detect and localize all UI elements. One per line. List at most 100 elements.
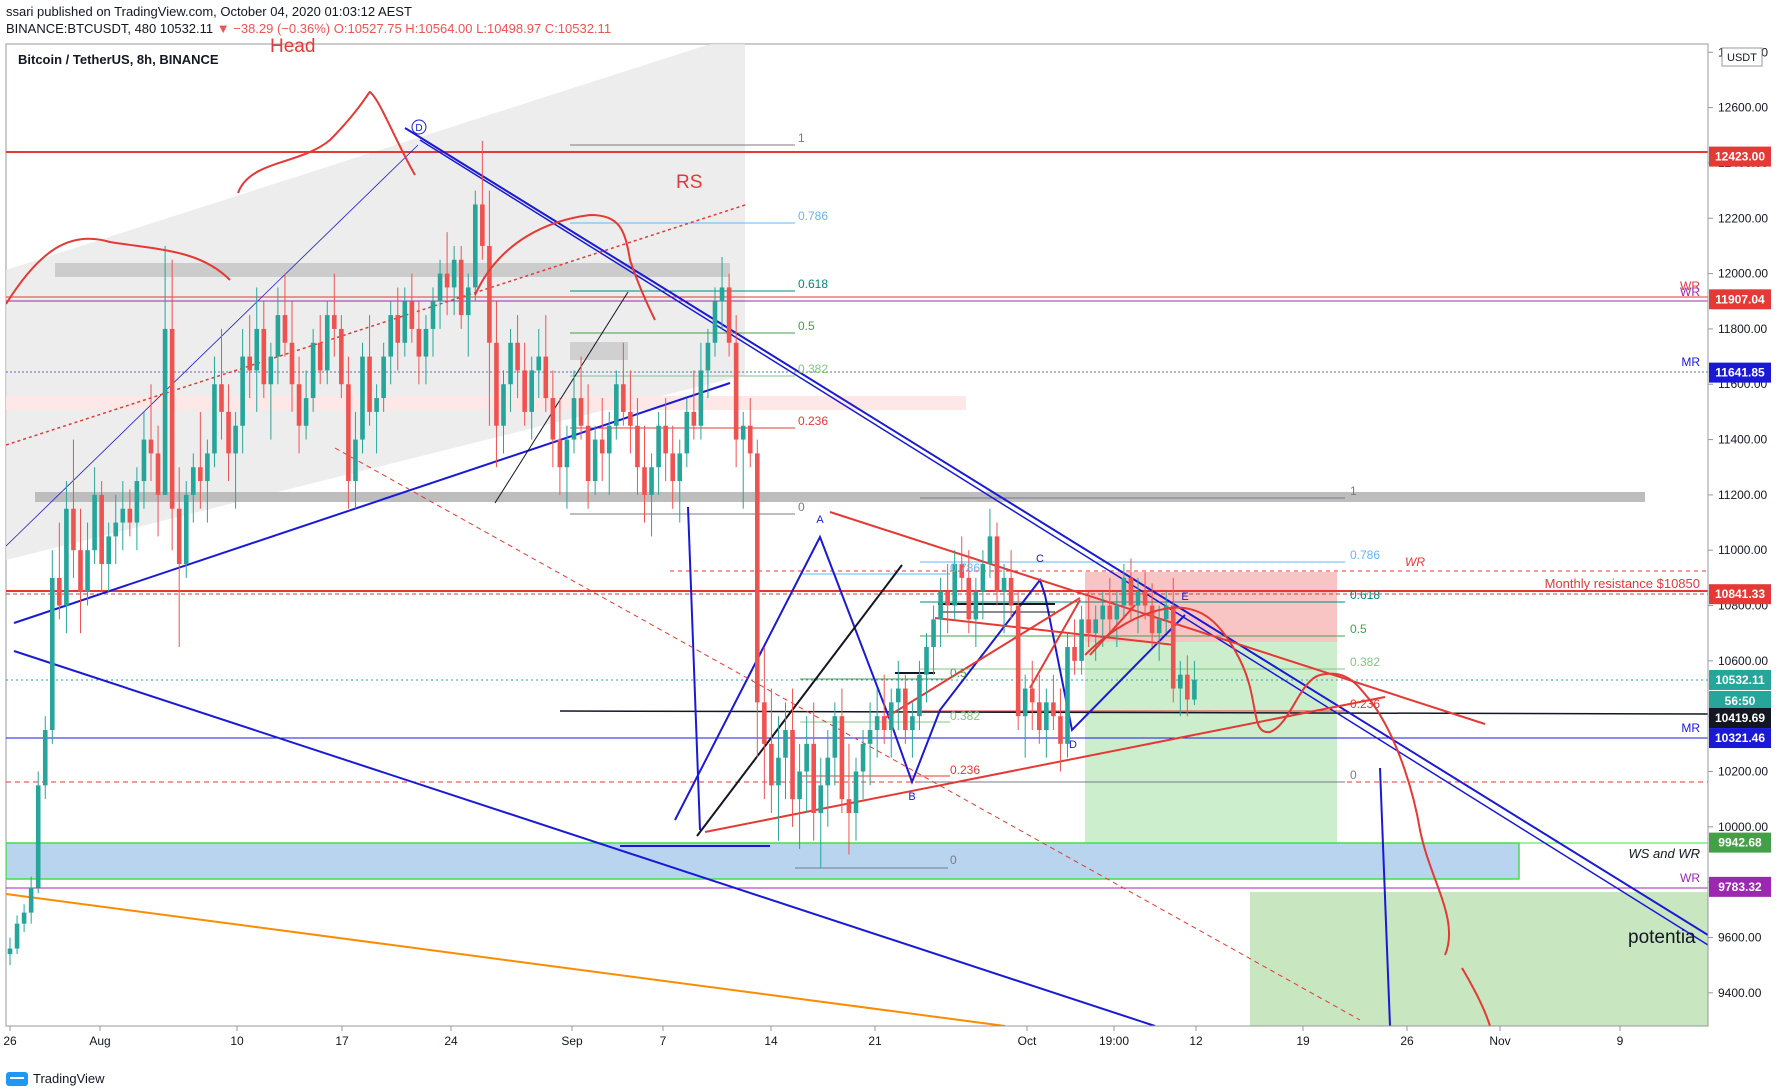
channel-lower[interactable] <box>13 650 1156 1026</box>
candle-body <box>303 398 309 426</box>
price-tag[interactable] <box>1709 289 1771 310</box>
price-axis[interactable]: 9400.009600.009800.0010000.0010200.00104… <box>1707 44 1771 1026</box>
candle-body <box>388 315 393 357</box>
candle-body <box>910 716 915 731</box>
candle-body <box>494 342 499 426</box>
triangle-resistance[interactable] <box>829 511 1486 725</box>
price-tag-label: 9942.68 <box>1718 836 1762 850</box>
candle-body <box>198 467 203 482</box>
fib-label: 0.618 <box>1350 588 1380 602</box>
level-line[interactable] <box>559 710 1708 715</box>
candle-body <box>14 923 20 949</box>
y-tick-label: 11200.00 <box>1718 488 1767 502</box>
candle-body <box>233 425 238 454</box>
level-tag: WR <box>1680 285 1700 299</box>
grey-zone <box>570 342 628 360</box>
y-tick-label: 12000.00 <box>1718 267 1768 281</box>
time-axis[interactable]: 26 Aug 10 17 24 Sep 7 14 21 Oct 19:00 12 19 26 Nov 9 <box>3 1025 1708 1048</box>
currency-badge[interactable] <box>1721 47 1763 67</box>
head-curve[interactable] <box>237 90 416 194</box>
price-tag[interactable] <box>1709 832 1771 853</box>
candle-body <box>162 328 168 495</box>
rising-channel-zone <box>6 44 745 560</box>
wedge-line[interactable] <box>934 617 1176 646</box>
candle-body <box>874 716 880 731</box>
candle-body <box>339 328 344 385</box>
projection-curve[interactable] <box>1089 604 1136 656</box>
thin-trendline[interactable] <box>6 144 419 547</box>
candle-body <box>35 785 41 888</box>
candle-body <box>903 688 908 731</box>
candle-body <box>42 730 48 786</box>
price-tag-label: 10419.69 <box>1715 711 1765 725</box>
candle-body <box>1135 591 1141 606</box>
black-trendline[interactable] <box>696 564 903 837</box>
price-tag[interactable] <box>1709 708 1771 728</box>
red-dashed-trend[interactable] <box>334 447 1361 1021</box>
x-tick-label: Sep <box>561 1034 583 1048</box>
price-tag[interactable] <box>1709 146 1771 167</box>
candle-body <box>980 564 986 592</box>
price-tag[interactable] <box>1709 670 1771 690</box>
candle-body <box>1037 702 1042 731</box>
price-tag[interactable] <box>1709 584 1771 605</box>
y-tick-label: 12600.00 <box>1718 101 1768 115</box>
y-tick-label: 11400.00 <box>1718 433 1767 447</box>
price-tag[interactable] <box>1709 362 1771 383</box>
candle-body <box>719 287 725 302</box>
candle-body <box>663 425 668 454</box>
candle-body <box>515 342 520 371</box>
candles-group <box>7 140 1197 966</box>
black-trendline[interactable] <box>494 291 629 504</box>
candle-body <box>310 342 316 399</box>
fib-label: 1 <box>798 131 805 145</box>
candle-body <box>543 356 549 399</box>
fib-label: 0.786 <box>798 209 828 223</box>
x-tick-label: 26 <box>3 1034 17 1048</box>
x-tick-label: 17 <box>335 1034 349 1048</box>
rs-curve[interactable] <box>474 213 656 321</box>
price-tag-label: 56:50 <box>1725 694 1756 708</box>
candle-body <box>797 771 802 800</box>
price-tag[interactable] <box>1709 728 1771 749</box>
tradingview-logo[interactable]: TradingView <box>6 1071 105 1086</box>
projection-curve[interactable] <box>1084 606 1451 956</box>
candle-body <box>85 550 90 592</box>
x-tick-label: Oct <box>1018 1034 1037 1048</box>
projection-curve[interactable] <box>1461 967 1491 1026</box>
take-profit-zone <box>1085 642 1337 852</box>
price-tag[interactable] <box>1709 876 1771 897</box>
candle-body <box>931 619 936 648</box>
candle-body <box>1100 605 1106 620</box>
candle-body <box>50 577 55 731</box>
channel-support[interactable] <box>13 382 731 624</box>
candle-body <box>395 315 401 343</box>
x-tick-label: 19:00 <box>1099 1034 1129 1048</box>
candle-body <box>381 356 386 399</box>
candle-body <box>254 328 260 371</box>
x-tick-label: 24 <box>444 1034 458 1048</box>
candle-body <box>402 301 408 343</box>
y-tick-label: 11000.00 <box>1718 543 1767 557</box>
ls-curve[interactable] <box>6 237 231 305</box>
candle-body <box>409 301 415 329</box>
candle-body <box>522 370 527 412</box>
drop-line[interactable] <box>1379 767 1391 1026</box>
x-tick-label: 14 <box>764 1034 778 1048</box>
candle-body <box>691 411 697 426</box>
abcde-wave[interactable] <box>674 534 1186 821</box>
triangle-support[interactable] <box>704 696 1386 833</box>
price-tag[interactable] <box>1709 691 1771 711</box>
rs-label: RS <box>676 172 702 193</box>
candle-body <box>987 536 993 565</box>
descending-trendline[interactable] <box>404 127 1708 936</box>
candle-body <box>564 439 570 468</box>
wedge-line[interactable] <box>1029 599 1081 689</box>
orange-line[interactable] <box>6 893 1006 1026</box>
candle-body <box>853 771 859 814</box>
price-tag-label: 9783.32 <box>1718 880 1762 894</box>
candle-body <box>1192 679 1197 700</box>
candle-body <box>642 467 647 495</box>
candle-body <box>1058 716 1063 744</box>
